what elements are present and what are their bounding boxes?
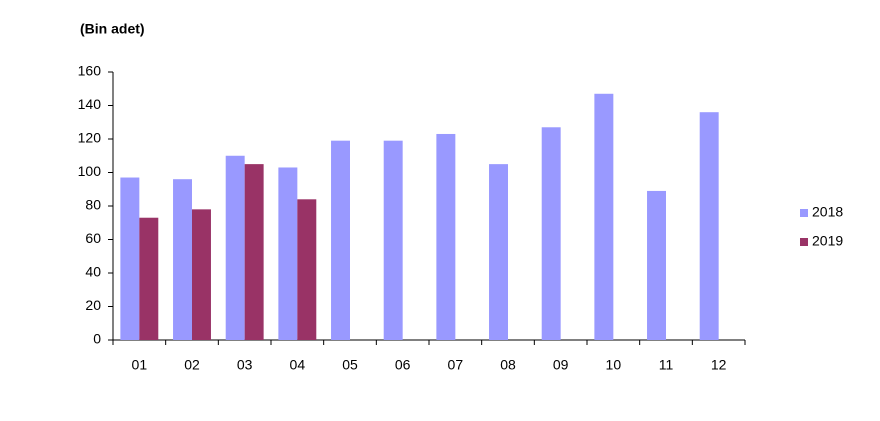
y-tick-label: 60 <box>85 230 101 246</box>
x-tick-label: 10 <box>606 357 622 373</box>
x-tick-label: 07 <box>448 357 464 373</box>
legend-swatch <box>800 209 808 217</box>
x-tick-label: 03 <box>237 357 253 373</box>
x-tick-label: 06 <box>395 357 411 373</box>
y-tick-label: 40 <box>85 264 101 280</box>
x-tick-label: 09 <box>553 357 569 373</box>
x-tick-label: 01 <box>132 357 148 373</box>
x-tick-label: 08 <box>500 357 516 373</box>
bar <box>192 209 211 340</box>
y-tick-label: 20 <box>85 297 101 313</box>
bar <box>120 177 140 340</box>
x-tick-label: 04 <box>290 357 306 373</box>
y-tick-label: 0 <box>93 331 101 347</box>
y-tick-label: 120 <box>78 130 102 146</box>
y-tick-label: 140 <box>78 96 102 112</box>
x-tick-label: 05 <box>342 357 358 373</box>
bar <box>541 127 561 341</box>
bar <box>173 179 192 340</box>
bar <box>331 140 350 340</box>
bar <box>436 133 456 340</box>
bar <box>297 199 317 340</box>
bar <box>699 112 719 340</box>
bar <box>244 164 264 340</box>
bar <box>647 190 666 340</box>
y-tick-label: 160 <box>78 63 102 79</box>
bar <box>139 217 159 340</box>
bar <box>225 155 245 340</box>
legend-label: 2018 <box>812 204 843 220</box>
legend-swatch <box>800 238 808 246</box>
x-tick-label: 11 <box>659 357 674 373</box>
y-axis-label: (Bin adet) <box>80 21 145 37</box>
x-tick-label: 12 <box>711 357 727 373</box>
y-tick-label: 100 <box>78 163 102 179</box>
legend-label: 2019 <box>812 233 843 249</box>
bar <box>594 93 614 341</box>
bar <box>383 140 403 340</box>
x-tick-label: 02 <box>184 357 200 373</box>
y-tick-label: 80 <box>85 197 101 213</box>
bar <box>489 164 508 340</box>
bar <box>278 167 298 340</box>
